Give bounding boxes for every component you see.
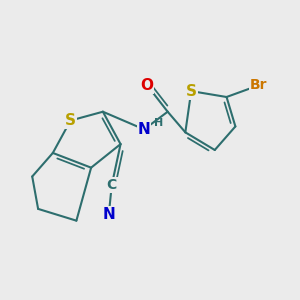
Text: S: S (186, 84, 197, 99)
Text: O: O (141, 78, 154, 93)
Text: N: N (102, 207, 115, 222)
Text: C: C (106, 178, 117, 192)
Text: S: S (65, 113, 76, 128)
Text: N: N (138, 122, 151, 137)
Text: H: H (154, 118, 164, 128)
Text: Br: Br (250, 78, 268, 92)
